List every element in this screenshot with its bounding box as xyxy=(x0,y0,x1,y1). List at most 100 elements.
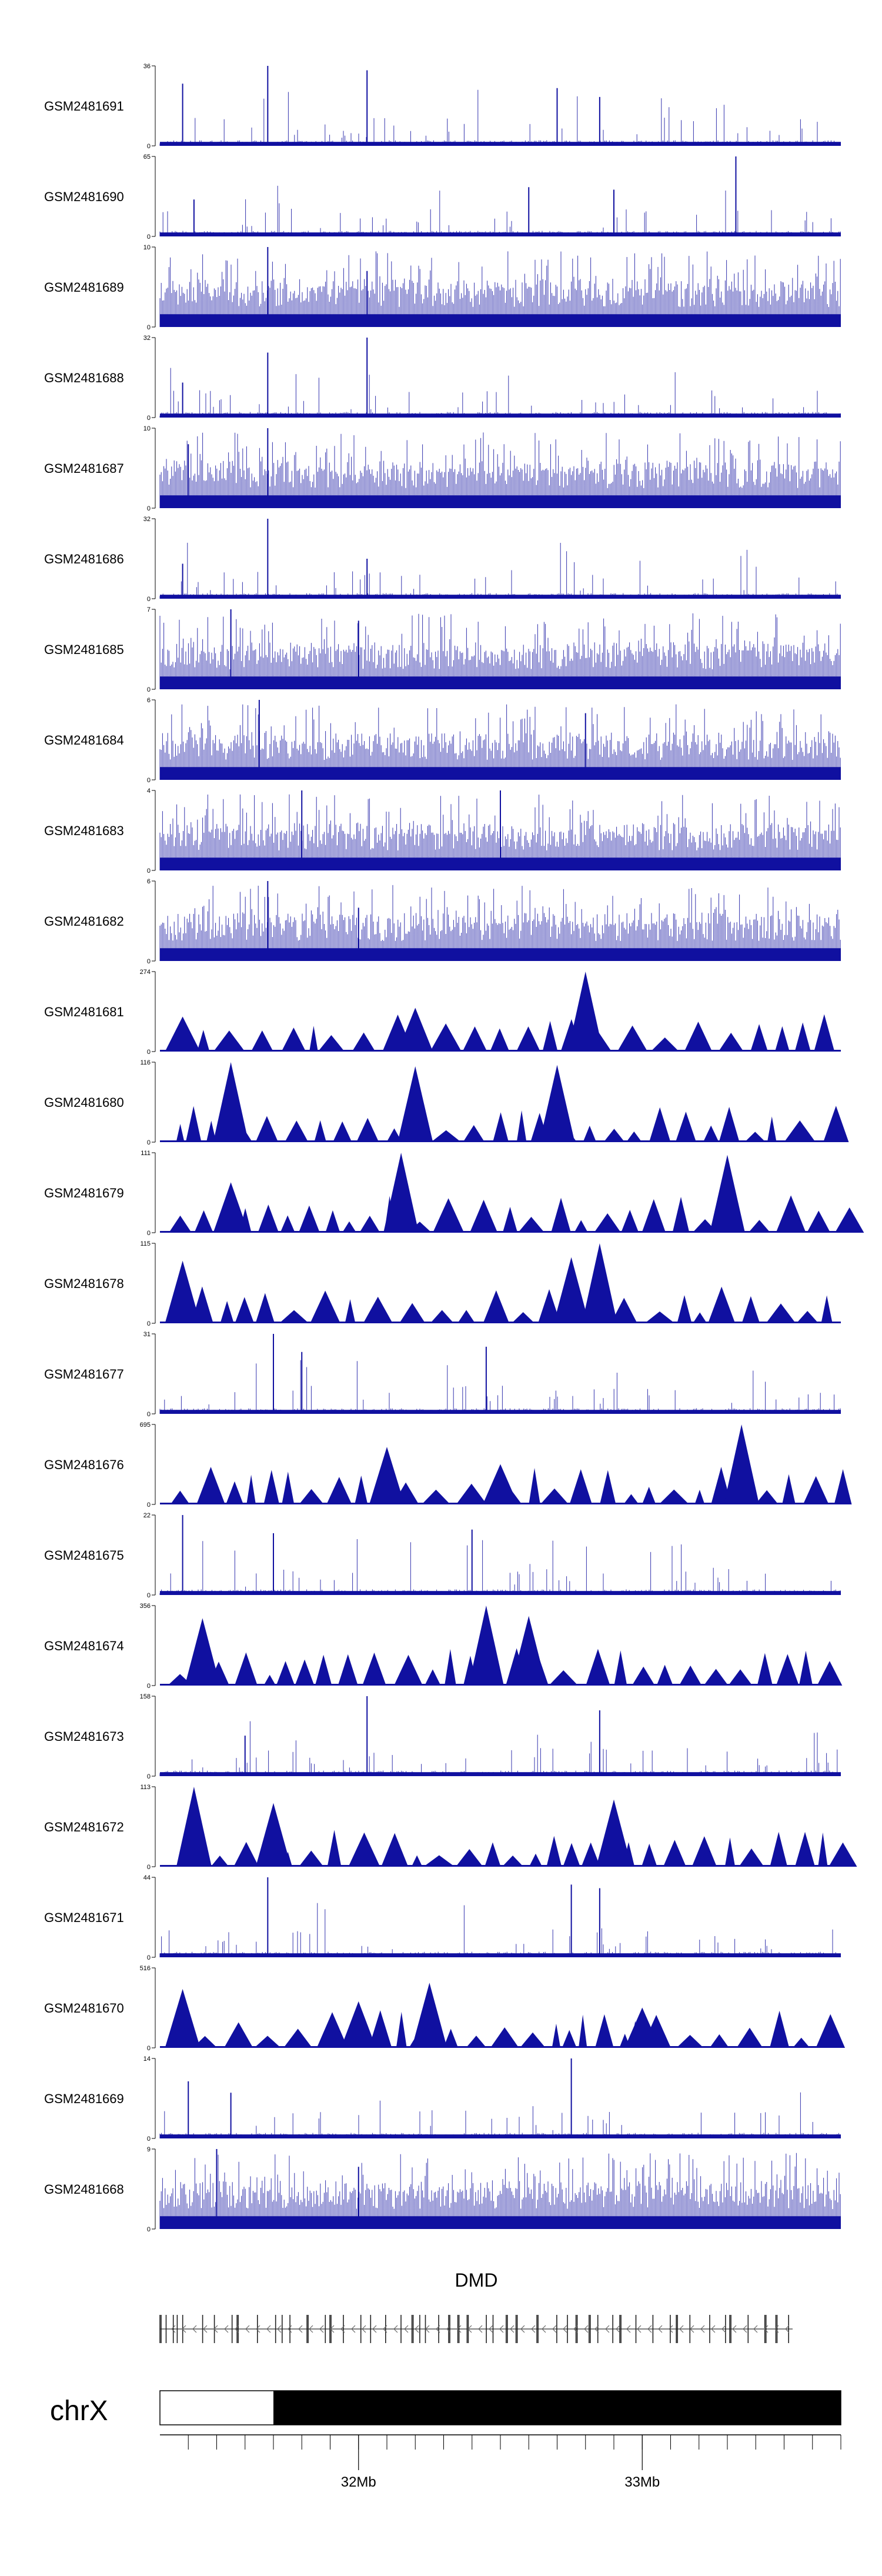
signal-bars xyxy=(159,432,841,508)
area-peak xyxy=(823,1106,849,1142)
y-tick-label-max: 22 xyxy=(143,1512,151,1519)
gene-label: DMD xyxy=(455,2270,498,2291)
area-peak xyxy=(456,1848,483,1867)
area-peak xyxy=(794,1022,811,1052)
baseline-band xyxy=(160,1953,841,1957)
area-peak-major xyxy=(539,1065,575,1142)
area-peak xyxy=(834,1469,852,1504)
area-peak xyxy=(423,1855,455,1867)
area-peak xyxy=(196,1467,225,1504)
signal-bars xyxy=(159,185,841,236)
baseline-band xyxy=(160,2134,841,2138)
area-peak xyxy=(485,1842,501,1867)
area-peak xyxy=(691,1836,717,1867)
y-tick-label-min: 0 xyxy=(147,1049,151,1056)
area-peak-major xyxy=(567,972,603,1052)
area-peak xyxy=(569,1469,592,1504)
chromosome-label: chrX xyxy=(50,2395,108,2427)
y-tick-label-min: 0 xyxy=(147,2045,151,2052)
track: GSM2481668 9 0 xyxy=(44,2146,841,2233)
area-peak xyxy=(381,1833,409,1867)
track-label: GSM2481669 xyxy=(44,2091,124,2106)
area-peak xyxy=(552,2023,561,2048)
y-tick-label-max: 116 xyxy=(140,1059,151,1066)
area-peak xyxy=(394,1654,423,1686)
area-peak xyxy=(490,2027,519,2048)
genome-axis: 32Mb 33Mb xyxy=(160,2434,841,2490)
area-peak xyxy=(318,1035,345,1052)
track: GSM2481687 10 0 xyxy=(44,425,841,512)
area-peak xyxy=(443,2028,459,2048)
area-peak xyxy=(578,2014,587,2048)
area-peak xyxy=(254,2036,281,2048)
area-peak xyxy=(642,1199,666,1233)
area-peak xyxy=(457,1310,476,1323)
area-peak-major xyxy=(383,1153,419,1233)
area-peak xyxy=(728,1669,753,1686)
area-peak xyxy=(708,1286,736,1323)
area-peak xyxy=(642,1843,657,1867)
area-peak xyxy=(211,1856,229,1867)
area-peak-major xyxy=(483,1464,518,1504)
y-tick-label-max: 65 xyxy=(143,154,151,161)
signal-bars xyxy=(159,1721,841,1776)
area-peak xyxy=(603,1129,625,1142)
y-tick-label-min: 0 xyxy=(147,958,151,965)
area-peak xyxy=(799,1650,813,1686)
track-label: GSM2481690 xyxy=(44,189,124,204)
area-peak xyxy=(703,1125,719,1142)
track-label: GSM2481680 xyxy=(44,1095,124,1110)
y-tick-label-min: 0 xyxy=(147,1139,151,1146)
area-peak xyxy=(431,1130,462,1142)
y-tick-label-max: 356 xyxy=(140,1603,151,1610)
y-tick-label-max: 44 xyxy=(143,1874,151,1881)
area-peak xyxy=(285,1120,309,1142)
area-peak xyxy=(299,1489,324,1504)
area-peak xyxy=(342,1221,357,1233)
area-peak xyxy=(314,1120,326,1142)
area-peak xyxy=(502,1207,518,1233)
area-peak xyxy=(316,2012,348,2048)
area-peak xyxy=(549,1670,579,1686)
area-peak xyxy=(399,1303,426,1323)
baseline-band xyxy=(160,595,841,599)
area-peak xyxy=(803,1476,829,1504)
area-peak xyxy=(703,1669,729,1686)
track: GSM2481670 516 0 xyxy=(44,1965,846,2052)
x-tick-label: 32Mb xyxy=(341,2474,376,2490)
area-peak xyxy=(411,1855,423,1867)
area-peak xyxy=(333,1121,352,1142)
y-tick-label-min: 0 xyxy=(147,1592,151,1599)
signal-bars xyxy=(159,613,841,689)
area-peak xyxy=(546,1836,562,1867)
y-tick-label-max: 32 xyxy=(143,335,151,342)
area-peak xyxy=(679,1665,702,1686)
track-label: GSM2481672 xyxy=(44,1820,124,1834)
area-peak xyxy=(206,1120,216,1142)
area-peak xyxy=(816,2014,846,2048)
area-peak xyxy=(327,1830,342,1867)
area-peak xyxy=(430,1023,462,1052)
track: GSM2481679 111 0 xyxy=(44,1150,864,1237)
area-peak xyxy=(362,1652,386,1686)
area-peak xyxy=(736,2027,763,2048)
y-tick-label-min: 0 xyxy=(147,1773,151,1780)
y-tick-label-max: 14 xyxy=(143,2056,151,2063)
y-tick-label-min: 0 xyxy=(147,1683,151,1690)
track-label: GSM2481668 xyxy=(44,2182,124,2197)
signal-bars xyxy=(159,1539,841,1595)
signal-bars xyxy=(159,1903,841,1957)
area-peak xyxy=(581,1842,600,1867)
area-peak-major xyxy=(412,1983,447,2048)
area-peak xyxy=(741,1296,760,1323)
area-peak xyxy=(828,1842,857,1867)
y-tick-label-max: 36 xyxy=(143,63,151,70)
y-tick-label-min: 0 xyxy=(147,596,151,603)
area-peak xyxy=(776,1654,799,1686)
area-peak xyxy=(283,2028,312,2048)
area-peak xyxy=(512,1312,535,1323)
area-peak xyxy=(235,1297,255,1323)
track-label: GSM2481687 xyxy=(44,461,124,476)
track-label: GSM2481674 xyxy=(44,1639,124,1653)
